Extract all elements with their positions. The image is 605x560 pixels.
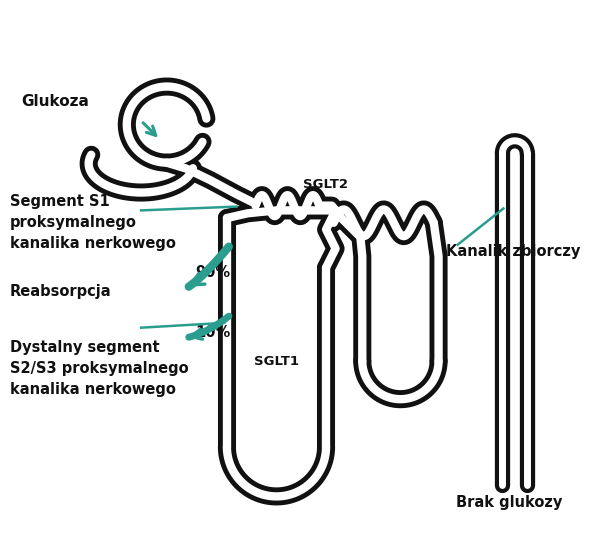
Text: Kanalik zbiorczy: Kanalik zbiorczy — [446, 244, 581, 259]
Text: Brak glukozy: Brak glukozy — [456, 494, 562, 510]
Text: Segment S1
proksymalnego
kanalika nerkowego: Segment S1 proksymalnego kanalika nerkow… — [10, 194, 175, 251]
Text: 10%: 10% — [195, 325, 231, 340]
Text: Reabsorpcja: Reabsorpcja — [10, 284, 111, 299]
Text: SGLT2: SGLT2 — [303, 178, 348, 192]
Text: Dystalny segment
S2/S3 proksymalnego
kanalika nerkowego: Dystalny segment S2/S3 proksymalnego kan… — [10, 340, 188, 397]
Text: 90%: 90% — [195, 265, 231, 280]
Text: Glukoza: Glukoza — [21, 94, 89, 109]
Text: SGLT1: SGLT1 — [254, 354, 299, 367]
